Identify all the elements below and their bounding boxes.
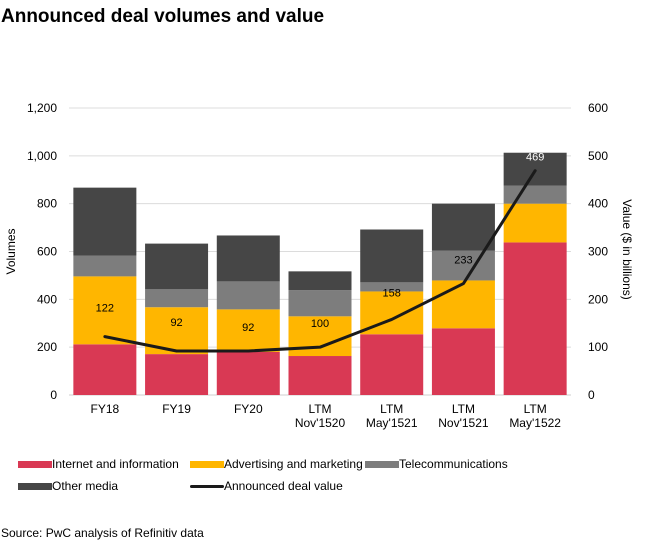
bar-segment [431, 328, 495, 395]
x-tick-label: FY18 [91, 402, 120, 416]
data-label: 469 [526, 152, 544, 164]
chart-area: 0 200 400 600 800 1,000 1,200 0 100 200 300 400 500 6… [4, 101, 634, 430]
x-tick-label: FY20 [234, 402, 263, 416]
legend-item-deal-value: Announced deal value [190, 479, 343, 493]
y-axis-title-left: Volumes [4, 228, 18, 274]
y-tick-label-right: 400 [588, 197, 608, 211]
legend-swatch-other-media [18, 482, 52, 490]
x-tick-label: May'1522 [509, 416, 561, 430]
legend-item-advertising: Advertising and marketing [190, 457, 363, 471]
legend-swatch-internet [18, 460, 52, 468]
x-tick-label: LTM [380, 402, 403, 416]
legend-label-telecommunications: Telecommunications [399, 457, 508, 471]
y-tick-label-left: 600 [37, 245, 57, 259]
bar-segment [145, 243, 209, 290]
bar-segment [145, 289, 209, 308]
bar-segment [216, 235, 280, 282]
legend-item-other-media: Other media [18, 479, 118, 493]
bar-segment [288, 271, 352, 291]
legend-item-telecommunications: Telecommunications [365, 457, 508, 471]
bar-segment [216, 309, 280, 352]
legend-line-deal-value [190, 484, 224, 488]
legend-label-other-media: Other media [52, 479, 119, 493]
bar-segment [503, 185, 567, 204]
y-tick-label-left: 1,200 [27, 101, 57, 115]
bar-segment [503, 242, 567, 395]
data-label: 233 [454, 255, 472, 267]
y-tick-label-right: 500 [588, 149, 608, 163]
bar-segment [73, 276, 137, 345]
legend-swatch-advertising [190, 460, 224, 468]
bar-segment [431, 250, 495, 281]
x-tick-label: LTM [524, 402, 547, 416]
y-tick-label-left: 800 [37, 197, 57, 211]
x-tick-label: May'1521 [366, 416, 418, 430]
x-tick-label: Nov'1520 [295, 416, 346, 430]
data-label: 158 [383, 287, 401, 299]
bar-segment [360, 334, 424, 395]
bar-segment [288, 290, 352, 317]
bar-segment [216, 281, 280, 310]
x-tick-label: FY19 [162, 402, 191, 416]
y-tick-label-right: 100 [588, 340, 608, 354]
x-tick-label: LTM [452, 402, 475, 416]
bar-segment [431, 280, 495, 329]
data-label: 100 [311, 318, 329, 330]
bar-segment [145, 354, 209, 395]
y-tick-label-left: 1,000 [27, 149, 57, 163]
legend-label-internet: Internet and information [52, 457, 179, 471]
y-tick-label-right: 600 [588, 101, 608, 115]
y-tick-label-right: 0 [588, 388, 595, 402]
y-tick-label-left: 400 [37, 292, 57, 306]
legend-label-advertising: Advertising and marketing [224, 457, 363, 471]
bar-segment [431, 203, 495, 251]
chart-title: Announced deal volumes and value [1, 6, 325, 27]
bar-segment [73, 344, 137, 395]
bar-segment [73, 255, 137, 277]
bar-segment [288, 356, 352, 395]
y-axis-title-right: Value ($ in billions) [620, 199, 634, 300]
bar-segment [503, 203, 567, 243]
y-tick-label-left: 0 [50, 388, 57, 402]
y-tick-label-right: 200 [588, 292, 608, 306]
legend-label-deal-value: Announced deal value [224, 479, 343, 493]
x-tick-label: LTM [308, 402, 331, 416]
y-tick-label-left: 200 [37, 340, 57, 354]
y-tick-label-right: 300 [588, 245, 608, 259]
data-label: 92 [242, 322, 254, 334]
source-note: Source: PwC analysis of Refinitiv data [1, 526, 204, 540]
data-label: 92 [170, 317, 182, 329]
bar-segment [73, 187, 137, 256]
bar-segment [360, 229, 424, 283]
legend-item-internet: Internet and information [18, 457, 179, 471]
bar-segment [360, 282, 424, 292]
x-tick-label: Nov'1521 [438, 416, 489, 430]
legend-swatch-telecommunications [365, 460, 399, 468]
data-label: 122 [96, 303, 114, 315]
bar-segment [216, 351, 280, 395]
